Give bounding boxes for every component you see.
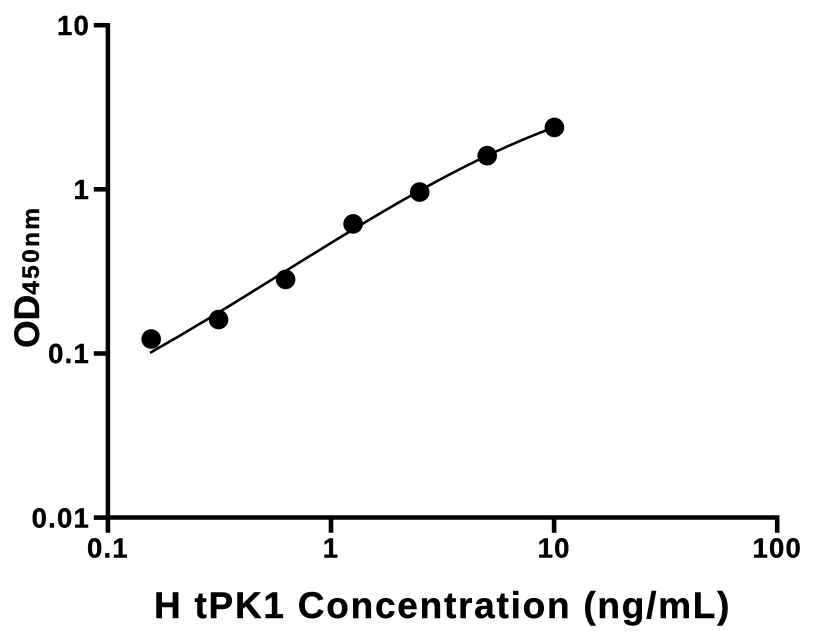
svg-text:10: 10 bbox=[57, 10, 90, 41]
svg-text:0.01: 0.01 bbox=[32, 502, 90, 533]
svg-text:100: 100 bbox=[752, 532, 801, 563]
svg-text:0.1: 0.1 bbox=[48, 338, 90, 369]
svg-text:0.1: 0.1 bbox=[87, 532, 129, 563]
svg-text:10: 10 bbox=[538, 532, 571, 563]
svg-text:H tPK1 Concentration (ng/mL): H tPK1 Concentration (ng/mL) bbox=[154, 585, 731, 626]
svg-text:1: 1 bbox=[74, 174, 91, 205]
svg-text:1: 1 bbox=[323, 532, 340, 563]
svg-text:OD450nm: OD450nm bbox=[7, 206, 47, 348]
